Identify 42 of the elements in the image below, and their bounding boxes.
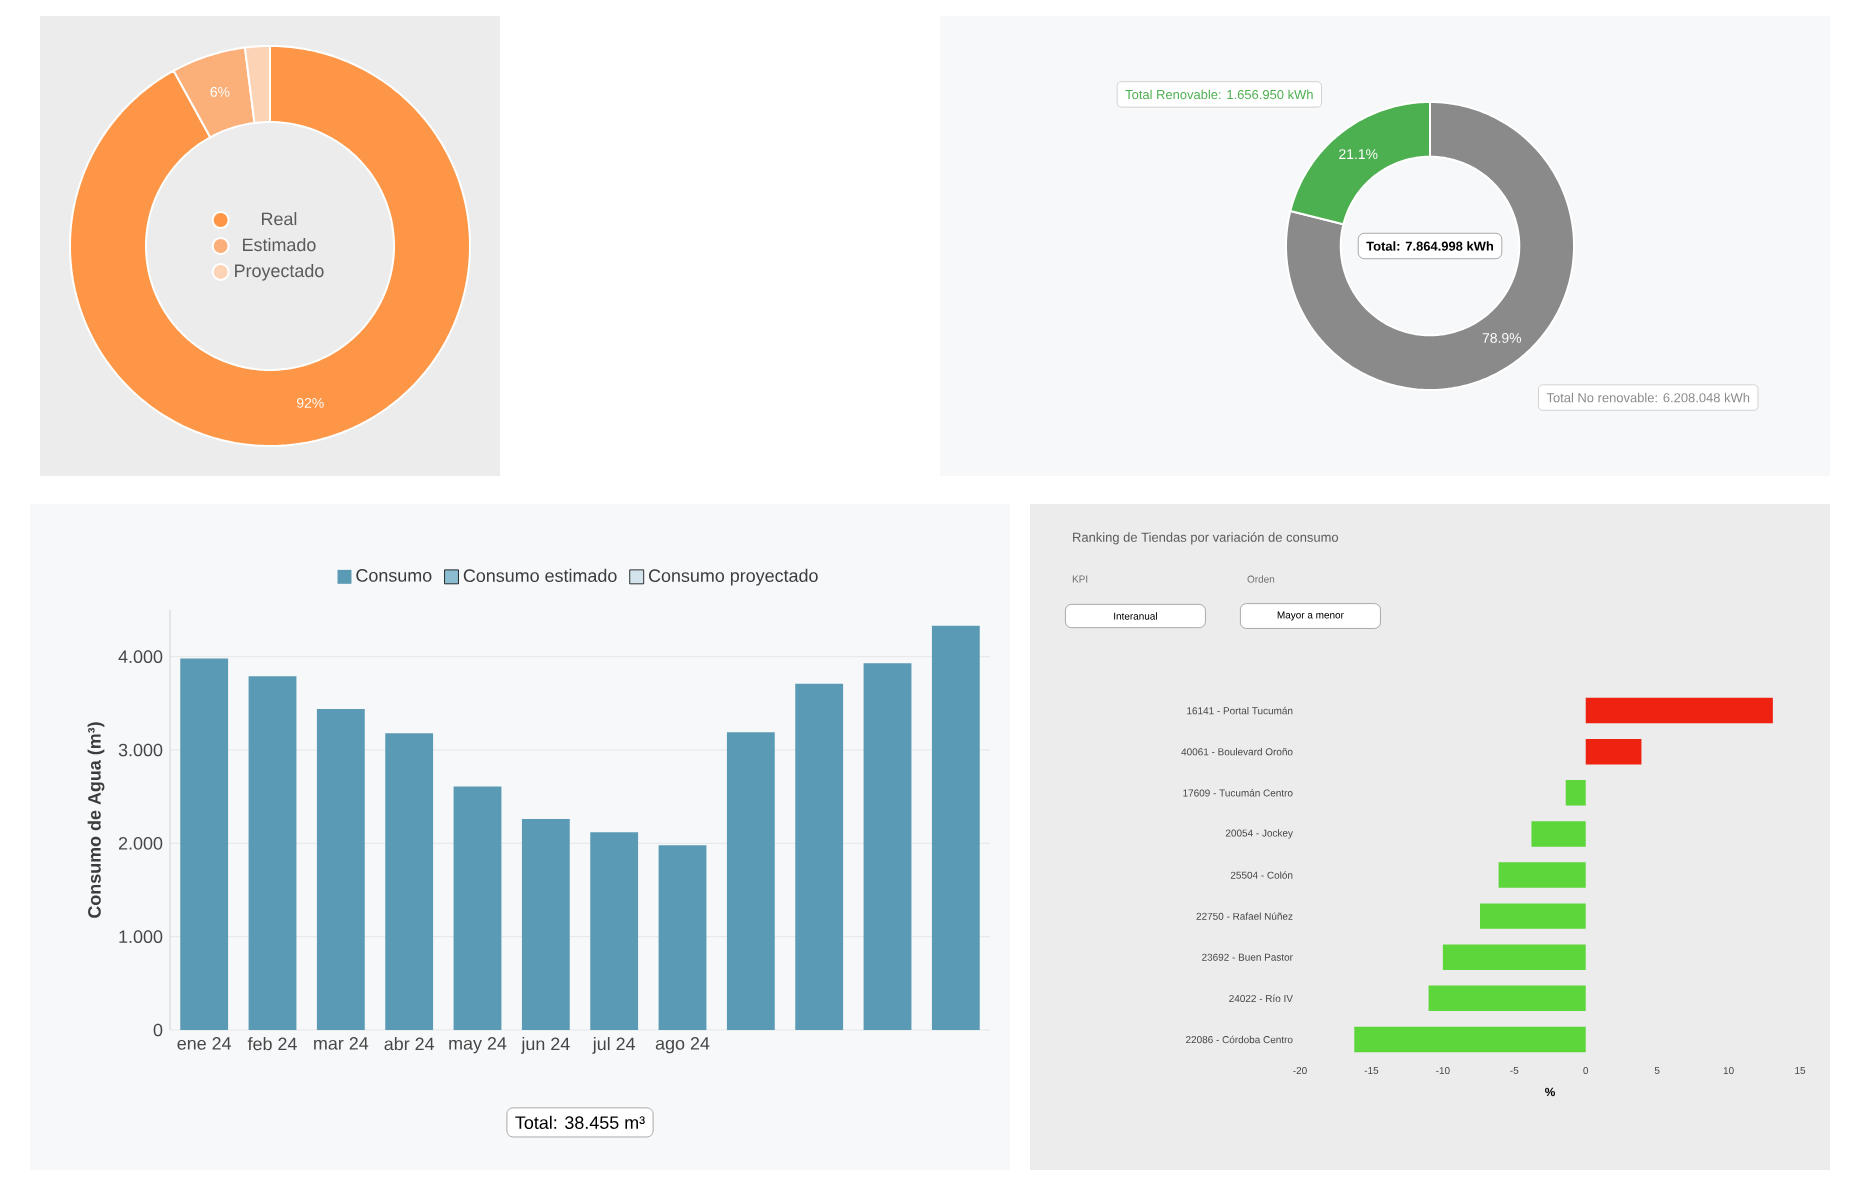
x-tick-label: ago 24 bbox=[655, 1037, 710, 1054]
legend-label: Estimado bbox=[243, 237, 316, 252]
legend-label: Consumo proyectado bbox=[648, 568, 818, 586]
x-tick-label: jun 24 bbox=[520, 1037, 570, 1054]
bar bbox=[1442, 944, 1586, 970]
legend-label: Consumo bbox=[356, 569, 432, 582]
bar bbox=[1585, 738, 1642, 765]
bar bbox=[1585, 697, 1773, 724]
bar bbox=[248, 676, 297, 1030]
bar bbox=[1498, 862, 1586, 888]
bar bbox=[1480, 903, 1586, 929]
legend-label: Consumo estimado bbox=[463, 568, 617, 583]
y-tick-label: 3.000 bbox=[118, 743, 163, 757]
bar bbox=[1531, 821, 1586, 847]
y-axis-title: Consumo de Agua (m³) bbox=[87, 722, 105, 918]
y-tick-label: 2.000 bbox=[118, 836, 163, 850]
bar bbox=[590, 832, 639, 1030]
bar bbox=[863, 663, 912, 1030]
bar bbox=[316, 708, 365, 1030]
x-tick-label: may 24 bbox=[449, 1037, 507, 1054]
text: Total: 38.455 m³ bbox=[515, 1115, 645, 1129]
y-tick-label: 4.000 bbox=[118, 650, 163, 664]
bar bbox=[1354, 1026, 1586, 1053]
x-tick-label: mar 24 bbox=[314, 1037, 369, 1050]
y-tick-label: 1.000 bbox=[119, 930, 163, 944]
x-tick-label: ene 24 bbox=[177, 1037, 232, 1050]
bar bbox=[1565, 780, 1586, 806]
x-tick-label: abr 24 bbox=[384, 1037, 435, 1051]
bar bbox=[931, 625, 980, 1030]
bar bbox=[1428, 985, 1586, 1012]
bar bbox=[795, 683, 844, 1030]
bar bbox=[385, 733, 434, 1030]
bar bbox=[658, 845, 707, 1030]
x-tick-label: jul 24 bbox=[592, 1037, 636, 1054]
bar bbox=[180, 658, 229, 1030]
legend-label: Real bbox=[261, 212, 297, 226]
bar bbox=[726, 732, 775, 1030]
x-tick-label: feb 24 bbox=[247, 1037, 297, 1051]
legend-label: Proyectado bbox=[235, 263, 324, 281]
bar bbox=[453, 786, 502, 1030]
y-tick-label: 0 bbox=[153, 1023, 163, 1037]
bar bbox=[521, 819, 570, 1030]
